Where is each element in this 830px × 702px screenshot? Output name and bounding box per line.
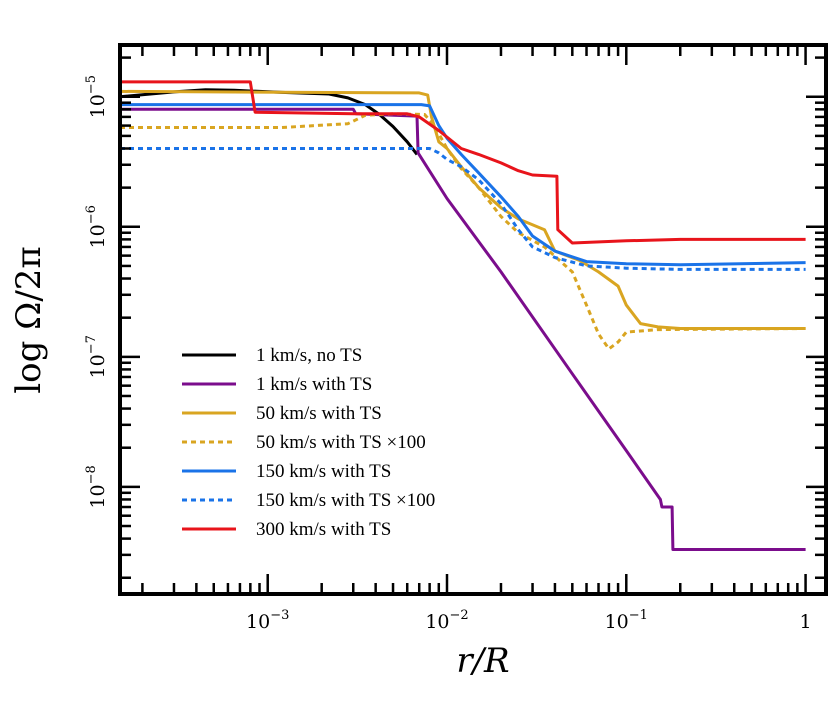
x-tick-label-2: 10−1: [605, 608, 648, 633]
plot-frame: [118, 43, 828, 596]
legend-label-2: 50 km/s with TS: [256, 403, 382, 424]
series-line-5: [120, 147, 806, 271]
x-tick-label-1: 10−2: [425, 608, 468, 633]
y-tick-label-1: 10−6: [84, 205, 109, 248]
series-line-6: [120, 80, 806, 245]
legend-label-6: 300 km/s with TS: [256, 519, 391, 540]
series-line-2: [120, 89, 806, 330]
x-tick-label-0: 10−3: [246, 608, 289, 633]
x-axis-label: r/R: [456, 641, 509, 681]
legend-label-5: 150 km/s with TS ×100: [256, 490, 435, 511]
y-tick-label-0: 10−5: [84, 75, 109, 118]
x-tick-label-3: 1: [800, 611, 812, 633]
legend: 1 km/s, no TS 1 km/s with TS 50 km/s with …: [182, 345, 435, 540]
legend-label-3: 50 km/s with TS ×100: [256, 432, 426, 453]
series-line-4: [120, 103, 806, 267]
legend-label-4: 150 km/s with TS: [256, 461, 391, 482]
tick-labels-layer: 10−3 10−2 10−1 1 10−5 10−6 10−7 10−8: [84, 75, 812, 633]
y-tick-label-2: 10−7: [84, 335, 109, 378]
legend-label-1: 1 km/s with TS: [256, 374, 372, 395]
series-layer: [120, 80, 806, 551]
y-tick-label-3: 10−8: [84, 465, 109, 508]
ticks-layer: [120, 45, 826, 594]
y-axis-label: log Ω/2π: [9, 246, 49, 394]
legend-label-0: 1 km/s, no TS: [256, 345, 362, 366]
series-line-0: [120, 88, 419, 156]
